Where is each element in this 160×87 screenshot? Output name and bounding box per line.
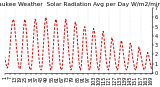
Title: Milwaukee Weather  Solar Radiation Avg per Day W/m2/minute: Milwaukee Weather Solar Radiation Avg pe… (0, 2, 160, 7)
